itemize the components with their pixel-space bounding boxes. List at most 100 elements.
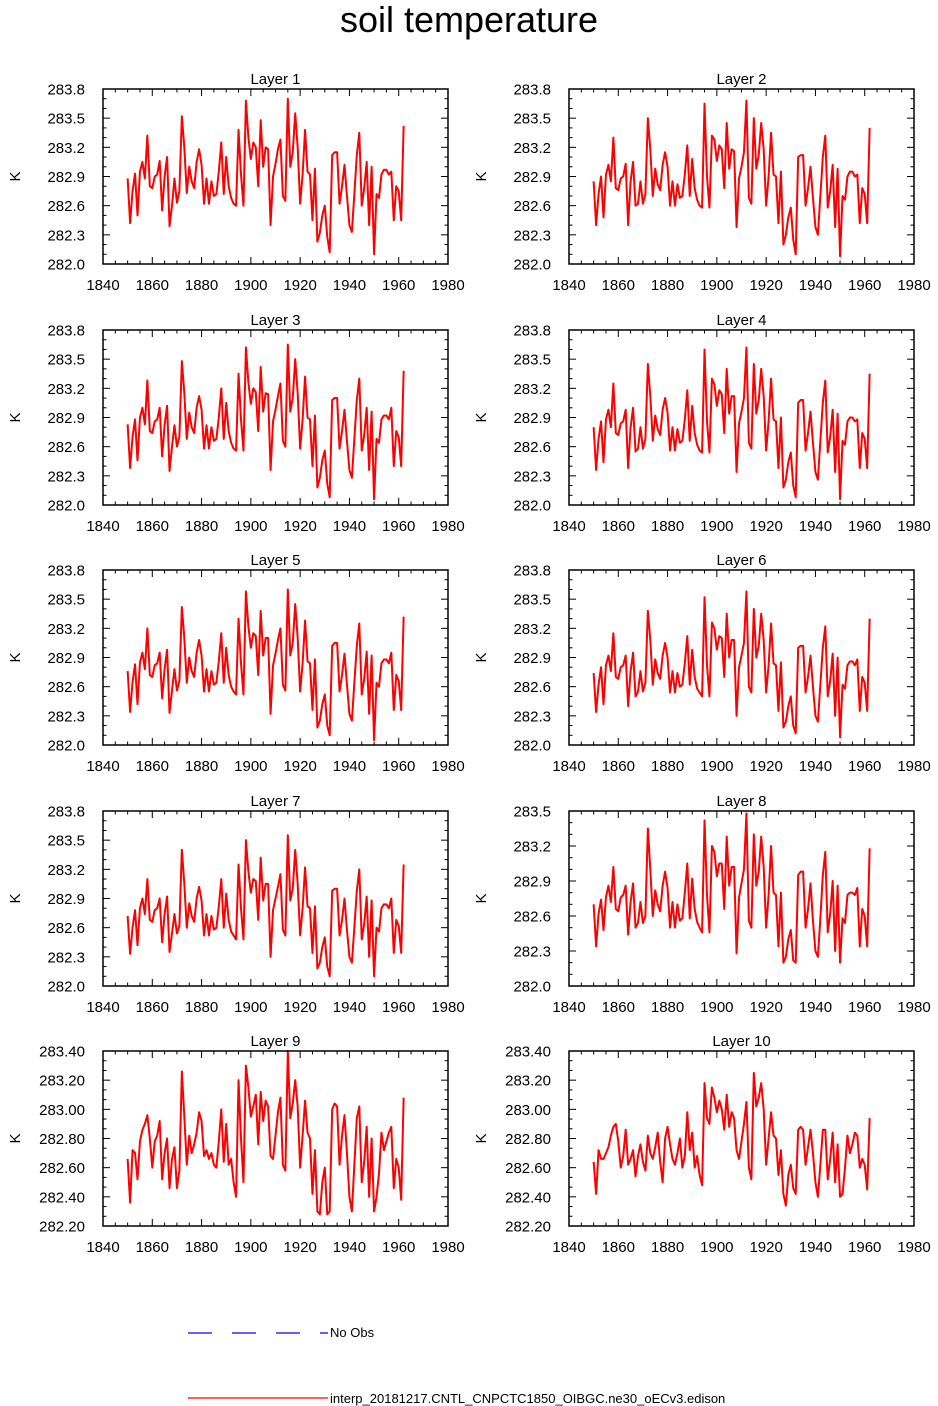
- x-tick-label: 1960: [382, 1239, 415, 1256]
- series-line-model: [126, 343, 405, 501]
- x-tick-label: 1940: [333, 1239, 366, 1256]
- x-tick-label: 1860: [136, 758, 169, 775]
- y-tick-label: 282.60: [505, 1160, 551, 1177]
- y-tick-label: 283.20: [39, 1073, 85, 1090]
- x-tick-label: 1840: [86, 999, 119, 1016]
- y-tick-label: 282.80: [39, 1131, 85, 1148]
- x-tick-label: 1840: [86, 277, 119, 294]
- series-line-model: [592, 99, 871, 258]
- x-tick-label: 1920: [749, 518, 782, 535]
- y-tick-label: 282.9: [47, 169, 85, 186]
- y-tick-label: 283.8: [47, 82, 85, 99]
- y-tick-label: 282.3: [513, 944, 551, 961]
- y-tick-label: 283.40: [39, 1044, 85, 1061]
- panel-title: Layer 3: [250, 312, 300, 329]
- y-tick-label: 283.2: [47, 621, 85, 638]
- panel-title: Layer 1: [250, 71, 300, 88]
- plot-frame: [102, 1050, 449, 1227]
- y-tick-label: 282.9: [47, 650, 85, 667]
- x-tick-label: 1960: [382, 758, 415, 775]
- x-tick-label: 1900: [234, 518, 267, 535]
- y-tick-label: 283.2: [513, 381, 551, 398]
- panel-title: Layer 5: [250, 552, 300, 569]
- y-tick-label: 282.6: [47, 198, 85, 215]
- panel-9: Layer 9 K 1840 1860 1880 1900 1920 1940 1960 1980…: [7, 1033, 465, 1256]
- plot-frame: [102, 88, 449, 265]
- panel-3: Layer 3 K 1840 1860 1880 1900 1920 1940 1960 1980…: [7, 312, 465, 535]
- panel-1: Layer 1 K 1840 1860 1880 1900 1920 1940 1960 1980…: [7, 71, 465, 294]
- x-tick-label: 1980: [897, 758, 930, 775]
- x-tick-label: 1980: [897, 999, 930, 1016]
- x-tick-label: 1860: [136, 518, 169, 535]
- x-tick-label: 1860: [136, 999, 169, 1016]
- y-tick-label: 282.6: [513, 909, 551, 926]
- x-tick-label: 1940: [333, 518, 366, 535]
- y-tick-label: 283.8: [47, 804, 85, 821]
- x-tick-label: 1880: [185, 518, 218, 535]
- y-tick-label: 283.5: [47, 592, 85, 609]
- x-tick-label: 1880: [185, 1239, 218, 1256]
- y-tick-label: 282.9: [513, 874, 551, 891]
- y-tick-label: 282.0: [513, 738, 551, 755]
- panel-title: Layer 9: [250, 1033, 300, 1050]
- x-tick-label: 1960: [848, 277, 881, 294]
- y-axis-label: K: [473, 893, 490, 903]
- y-tick-label: 282.0: [47, 979, 85, 996]
- plot-frame: [568, 569, 915, 746]
- y-tick-label: 282.0: [47, 498, 85, 515]
- x-tick-label: 1940: [799, 518, 832, 535]
- series-line-model: [592, 346, 871, 501]
- x-tick-label: 1900: [234, 1239, 267, 1256]
- y-tick-label: 282.0: [513, 979, 551, 996]
- plot-frame: [568, 329, 915, 506]
- y-tick-label: 282.6: [47, 439, 85, 456]
- x-tick-label: 1940: [799, 999, 832, 1016]
- y-tick-label: 282.80: [505, 1131, 551, 1148]
- x-tick-label: 1960: [848, 518, 881, 535]
- x-tick-label: 1840: [552, 1239, 585, 1256]
- series-line-model: [126, 834, 405, 978]
- x-tick-label: 1920: [283, 1239, 316, 1256]
- y-tick-label: 282.6: [513, 198, 551, 215]
- y-tick-label: 282.40: [505, 1189, 551, 1206]
- x-tick-label: 1920: [283, 518, 316, 535]
- y-tick-label: 283.5: [513, 804, 551, 821]
- x-tick-label: 1980: [431, 1239, 464, 1256]
- y-axis-label: K: [473, 412, 490, 422]
- x-tick-label: 1920: [749, 999, 782, 1016]
- x-tick-label: 1960: [382, 277, 415, 294]
- x-tick-label: 1880: [651, 758, 684, 775]
- y-tick-label: 283.8: [513, 82, 551, 99]
- x-tick-label: 1960: [382, 999, 415, 1016]
- y-tick-label: 282.20: [39, 1219, 85, 1236]
- y-tick-label: 282.6: [513, 439, 551, 456]
- panel-title: Layer 4: [716, 312, 766, 329]
- x-tick-label: 1920: [749, 277, 782, 294]
- y-tick-label: 283.2: [47, 381, 85, 398]
- x-tick-label: 1980: [897, 277, 930, 294]
- y-tick-label: 282.3: [47, 708, 85, 725]
- x-tick-label: 1920: [283, 999, 316, 1016]
- x-tick-label: 1900: [234, 277, 267, 294]
- y-tick-label: 283.2: [513, 140, 551, 157]
- y-tick-label: 282.3: [47, 227, 85, 244]
- plot-frame: [102, 329, 449, 506]
- y-tick-label: 283.5: [47, 352, 85, 369]
- y-tick-label: 282.9: [513, 650, 551, 667]
- y-axis-label: K: [473, 171, 490, 181]
- plot-frame: [102, 810, 449, 987]
- y-tick-label: 283.2: [513, 839, 551, 856]
- x-tick-label: 1900: [234, 999, 267, 1016]
- y-tick-label: 282.0: [513, 498, 551, 515]
- y-tick-label: 283.2: [47, 140, 85, 157]
- y-axis-label: K: [473, 1133, 490, 1143]
- panel-title: Layer 2: [716, 71, 766, 88]
- y-tick-label: 282.9: [47, 891, 85, 908]
- x-tick-label: 1900: [700, 758, 733, 775]
- y-tick-label: 282.6: [47, 920, 85, 937]
- y-tick-label: 282.0: [513, 257, 551, 274]
- x-tick-label: 1860: [602, 277, 635, 294]
- x-tick-label: 1880: [651, 999, 684, 1016]
- series-line-model: [592, 590, 871, 739]
- panel-8: Layer 8 K 1840 1860 1880 1900 1920 1940 1960 1980…: [473, 793, 931, 1016]
